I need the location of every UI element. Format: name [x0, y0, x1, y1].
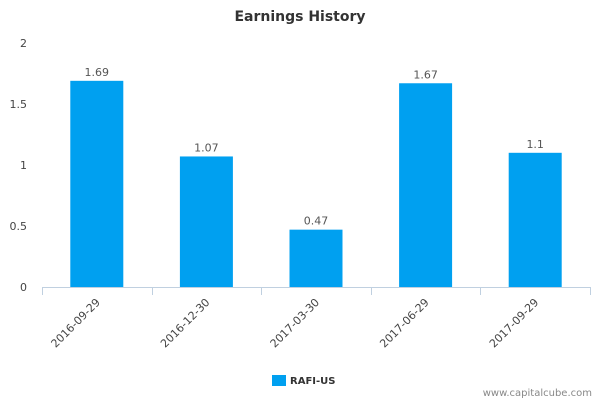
x-tick-label: 2016-12-30	[158, 296, 212, 350]
y-axis: 0 0.5 1 1.5 2	[10, 37, 28, 294]
x-tick-label: 2016-09-29	[49, 296, 103, 350]
data-labels: 1.69 1.07 0.47 1.67 1.1	[85, 66, 544, 228]
legend[interactable]: RAFI-US	[272, 375, 335, 387]
bar[interactable]	[179, 156, 233, 287]
bar[interactable]	[70, 80, 124, 287]
x-axis: 2016-09-29 2016-12-30 2017-03-30 2017-06-29…	[42, 287, 591, 350]
bar-data-label: 1.69	[85, 66, 110, 79]
legend-label: RAFI-US	[290, 376, 335, 387]
source-credit: www.capitalcube.com	[483, 388, 592, 399]
chart-title: Earnings History	[234, 9, 365, 25]
bar-data-label: 1.07	[194, 141, 219, 154]
y-tick-label: 1	[20, 159, 27, 172]
y-tick-label: 0.5	[10, 220, 28, 233]
x-tick-label: 2017-09-29	[487, 296, 541, 350]
legend-swatch	[272, 375, 286, 386]
y-tick-label: 1.5	[10, 98, 28, 111]
bar[interactable]	[289, 229, 343, 287]
bar-data-label: 1.1	[526, 138, 544, 151]
bar[interactable]	[399, 83, 453, 287]
bar[interactable]	[508, 152, 562, 287]
y-tick-label: 0	[20, 281, 27, 294]
bar-series	[70, 80, 562, 287]
bar-data-label: 0.47	[304, 215, 329, 228]
x-tick-label: 2017-06-29	[377, 296, 431, 350]
bar-data-label: 1.67	[413, 68, 438, 81]
y-tick-label: 2	[20, 37, 27, 50]
x-tick-label: 2017-03-30	[268, 296, 322, 350]
